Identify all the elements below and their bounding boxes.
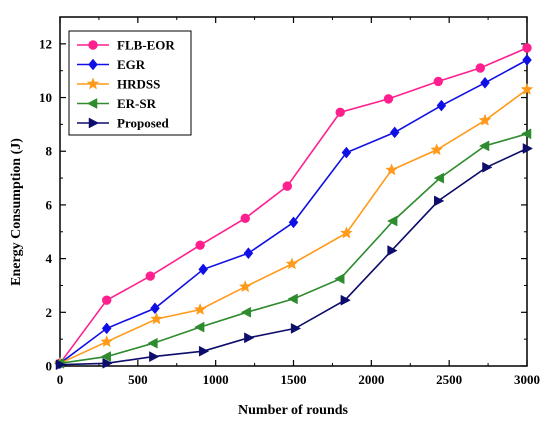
x-tick-label: 1500	[281, 372, 307, 387]
data-point	[240, 213, 250, 224]
x-tick-label: 1000	[203, 372, 229, 387]
data-point	[478, 140, 490, 152]
legend-box	[68, 30, 192, 136]
data-point	[334, 273, 345, 285]
x-tick-label: 2500	[436, 372, 462, 387]
data-point	[145, 271, 155, 281]
data-point	[198, 263, 209, 276]
x-axis-title: Number of rounds	[238, 403, 349, 418]
plot-area: 0 500 1000 1500 2000 2500 3000 0 2 4 6 8 10 12 FLB-EOR…	[39, 16, 540, 387]
data-point	[475, 63, 485, 73]
data-point	[102, 357, 113, 369]
legend-marker	[86, 98, 98, 109]
data-point	[341, 146, 352, 159]
data-point	[480, 76, 490, 89]
data-point	[147, 337, 158, 349]
data-point	[243, 247, 254, 260]
data-point	[522, 54, 532, 66]
data-point	[478, 113, 492, 126]
data-point	[282, 181, 292, 191]
data-point	[335, 107, 345, 118]
data-point	[55, 359, 67, 371]
data-point	[387, 245, 398, 257]
data-point	[100, 351, 111, 363]
x-tick-label: 500	[128, 372, 148, 387]
data-point	[150, 302, 160, 315]
data-point	[389, 126, 400, 139]
data-point	[149, 351, 160, 363]
y-axis-title: Energy Consumption (J)	[9, 138, 24, 286]
data-point	[436, 99, 447, 112]
data-point	[288, 216, 299, 229]
data-point	[285, 257, 299, 270]
legend-marker	[88, 40, 98, 50]
y-tick-label: 0	[46, 359, 53, 374]
data-point	[482, 161, 493, 173]
data-point	[522, 43, 532, 53]
data-point	[240, 306, 252, 318]
legend-label: Proposed	[117, 116, 170, 131]
y-tick-label: 2	[46, 305, 53, 320]
y-tick-label: 6	[46, 197, 53, 212]
legend-marker	[86, 77, 100, 90]
legend-marker	[88, 117, 100, 129]
data-point	[340, 294, 351, 306]
data-point	[387, 215, 398, 227]
data-point	[520, 128, 532, 140]
data-point	[100, 335, 114, 348]
y-tick-label: 8	[46, 144, 53, 159]
data-point	[433, 76, 443, 87]
legend-label: FLB-EOR	[117, 38, 175, 53]
x-tick-label: 2000	[358, 372, 384, 387]
data-point	[340, 226, 353, 239]
data-point	[433, 172, 445, 184]
data-point	[150, 312, 163, 325]
data-point	[101, 322, 112, 335]
legend-label: HRDSS	[117, 77, 160, 92]
data-point	[522, 143, 534, 154]
data-point	[287, 293, 298, 305]
data-point	[244, 332, 255, 344]
data-point	[194, 321, 205, 333]
data-point	[102, 295, 112, 305]
data-point	[520, 82, 534, 95]
data-point	[238, 280, 252, 293]
y-tick-label: 4	[46, 251, 53, 266]
data-point	[193, 302, 207, 316]
y-tick-label: 12	[39, 36, 52, 51]
data-point	[430, 143, 444, 156]
data-point	[198, 345, 210, 357]
x-tick-label: 3000	[514, 372, 540, 387]
legend-marker	[88, 58, 98, 71]
data-point	[383, 94, 394, 104]
y-tick-label: 10	[39, 90, 52, 105]
x-tick-label: 0	[57, 372, 64, 387]
data-point	[195, 240, 205, 250]
legend-label: ER-SR	[117, 96, 157, 111]
data-point	[434, 195, 445, 207]
data-point	[385, 163, 398, 176]
legend-label: EGR	[117, 57, 146, 72]
data-point	[290, 322, 302, 334]
